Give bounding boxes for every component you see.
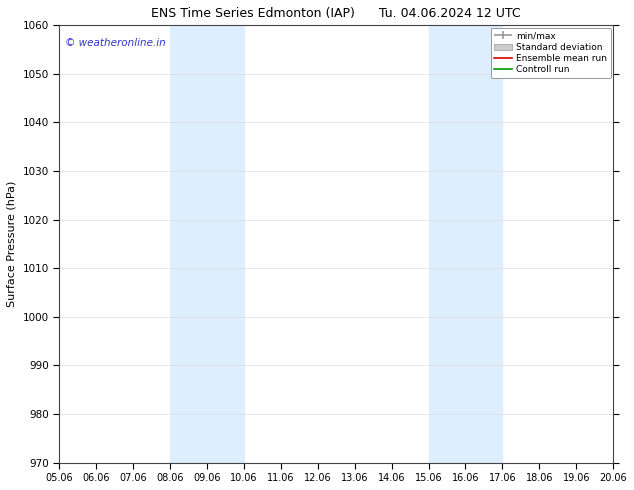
Title: ENS Time Series Edmonton (IAP)      Tu. 04.06.2024 12 UTC: ENS Time Series Edmonton (IAP) Tu. 04.06… (152, 7, 521, 20)
Bar (170, 25, 244, 463)
Y-axis label: Surface Pressure (hPa): Surface Pressure (hPa) (7, 181, 17, 307)
Legend: min/max, Standard deviation, Ensemble mean run, Controll run: min/max, Standard deviation, Ensemble me… (491, 28, 611, 78)
Bar (429, 25, 502, 463)
Text: © weatheronline.in: © weatheronline.in (65, 38, 165, 49)
